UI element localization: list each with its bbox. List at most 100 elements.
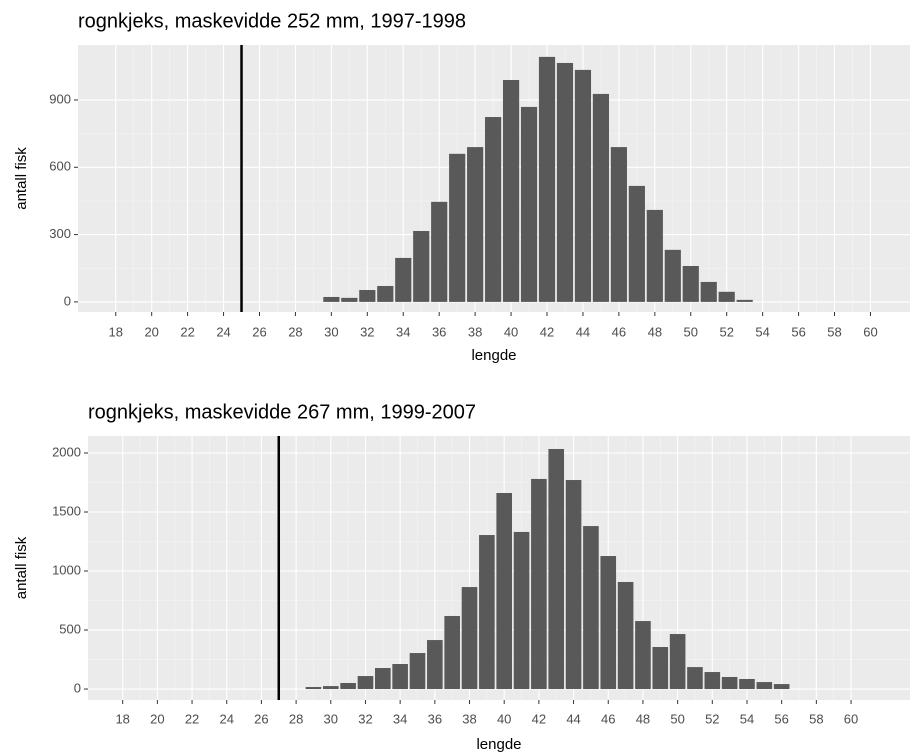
bar — [502, 80, 520, 302]
bar — [444, 615, 460, 690]
bar — [377, 285, 394, 302]
x-tick-label: 22 — [180, 324, 194, 339]
x-tick-label: 50 — [684, 324, 698, 339]
bar — [574, 69, 592, 302]
bar — [652, 647, 669, 690]
x-tick-label: 48 — [648, 324, 662, 339]
bar — [479, 535, 495, 690]
bar — [359, 290, 376, 302]
bar — [467, 147, 484, 302]
x-tick-label: 52 — [705, 711, 719, 726]
x-tick-label: 18 — [109, 324, 123, 339]
y-tick-label: 300 — [49, 226, 71, 241]
bar — [756, 682, 773, 690]
x-tick-label: 50 — [670, 711, 684, 726]
x-tick-label: 60 — [863, 324, 877, 339]
y-tick-label: 2000 — [52, 444, 81, 459]
x-tick-label: 28 — [289, 711, 303, 726]
x-tick-label: 38 — [468, 324, 482, 339]
bar — [305, 687, 322, 690]
x-tick-label: 20 — [150, 711, 164, 726]
bar — [485, 117, 502, 302]
bar — [323, 296, 340, 302]
bar — [646, 209, 663, 302]
x-tick-label: 44 — [576, 324, 590, 339]
bar — [700, 281, 717, 302]
x-tick-label: 34 — [393, 711, 407, 726]
x-tick-label: 54 — [740, 711, 754, 726]
x-tick-label: 36 — [428, 711, 442, 726]
y-tick-label: 1000 — [52, 562, 81, 577]
bar — [392, 664, 408, 690]
x-tick-label: 20 — [144, 324, 158, 339]
y-tick-label: 0 — [64, 293, 71, 308]
y-axis-label: antall fisk — [13, 536, 30, 599]
bar — [341, 297, 358, 302]
x-tick-label: 46 — [601, 711, 615, 726]
chart-title: rognkjeks, maskevidde 267 mm, 1999-2007 — [88, 401, 476, 423]
bar — [413, 231, 430, 302]
x-tick-label: 32 — [358, 711, 372, 726]
x-tick-label: 56 — [774, 711, 788, 726]
bar — [513, 531, 530, 690]
bar — [704, 672, 721, 690]
x-tick-label: 36 — [432, 324, 446, 339]
y-axis-label: antall fisk — [13, 147, 30, 210]
x-tick-label: 60 — [844, 711, 858, 726]
y-tick-label: 0 — [74, 680, 81, 695]
bar — [461, 587, 478, 690]
x-tick-label: 42 — [540, 324, 554, 339]
bar — [322, 686, 339, 690]
bar — [565, 480, 582, 690]
bar — [610, 147, 627, 302]
x-tick-label: 30 — [324, 711, 338, 726]
x-tick-label: 52 — [719, 324, 733, 339]
bar — [736, 299, 753, 302]
bar — [739, 678, 755, 690]
x-tick-label: 40 — [497, 711, 511, 726]
x-tick-label: 44 — [566, 711, 580, 726]
x-axis-label: lengde — [476, 736, 521, 753]
bar — [538, 56, 556, 302]
bar — [556, 62, 574, 302]
bar — [531, 478, 547, 690]
x-tick-label: 28 — [288, 324, 302, 339]
bar — [617, 581, 634, 690]
bar — [357, 676, 374, 690]
x-tick-label: 24 — [216, 324, 230, 339]
bar — [600, 556, 617, 690]
x-tick-label: 32 — [360, 324, 374, 339]
x-tick-label: 46 — [612, 324, 626, 339]
bar — [395, 257, 412, 302]
bar — [409, 653, 426, 690]
bar — [427, 640, 443, 690]
x-tick-label: 26 — [254, 711, 268, 726]
bar — [340, 683, 356, 690]
bar — [628, 185, 645, 302]
x-tick-label: 42 — [532, 711, 546, 726]
bar — [431, 201, 448, 302]
bar — [687, 667, 703, 690]
x-tick-label: 48 — [636, 711, 650, 726]
x-tick-label: 38 — [462, 711, 476, 726]
bar — [718, 291, 735, 302]
bar — [635, 621, 651, 690]
bar — [496, 493, 513, 690]
bar — [520, 106, 538, 302]
x-tick-label: 34 — [396, 324, 410, 339]
x-tick-label: 30 — [324, 324, 338, 339]
bar — [583, 526, 599, 690]
x-axis-label: lengde — [471, 347, 516, 364]
x-tick-label: 22 — [185, 711, 199, 726]
bar — [548, 448, 565, 690]
bar — [682, 266, 699, 302]
x-tick-label: 26 — [252, 324, 266, 339]
x-tick-label: 58 — [809, 711, 823, 726]
x-tick-label: 58 — [827, 324, 841, 339]
chart-title: rognkjeks, maskevidde 252 mm, 1997-1998 — [78, 10, 466, 32]
y-tick-label: 1500 — [52, 503, 81, 518]
bar — [664, 249, 681, 302]
y-tick-label: 500 — [59, 621, 81, 636]
bar — [592, 93, 610, 302]
